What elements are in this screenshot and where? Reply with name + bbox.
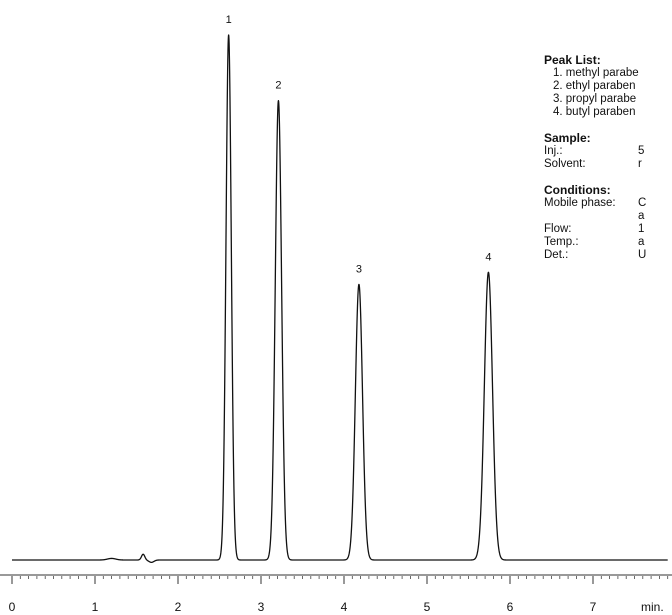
x-tick-label: 6: [507, 600, 514, 614]
peak-label: 4: [485, 251, 491, 263]
sample-title: Sample:: [544, 131, 591, 145]
sample-value: 5: [638, 145, 645, 157]
condition-row: a: [544, 210, 672, 223]
x-tick-label: 2: [175, 600, 182, 614]
condition-value: 1: [638, 223, 645, 235]
condition-key: Flow:: [544, 223, 572, 235]
condition-value: a: [638, 236, 645, 248]
condition-key: Det.:: [544, 249, 569, 261]
x-tick-label: 4: [341, 600, 348, 614]
peak-label: 2: [275, 80, 281, 92]
peak-list-item: 3. propyl parabe: [553, 93, 637, 105]
condition-value: a: [638, 210, 645, 222]
x-tick-label: 5: [424, 600, 431, 614]
trace-layer: [11, 34, 669, 564]
x-axis: 0 1 2 3 4 5 6 7 min.: [0, 574, 672, 614]
condition-row: Temp.: a: [544, 236, 672, 249]
condition-value: U: [638, 249, 647, 261]
info-panel: Peak List: 1. methyl parabe 2. ethyl par…: [544, 54, 672, 314]
peak-label: 3: [356, 263, 362, 275]
peak-labels: 1 2 3 4: [226, 14, 492, 275]
peak-list-item: 2. ethyl paraben: [553, 80, 636, 92]
x-tick-label: 1: [92, 600, 99, 614]
x-tick-label: 3: [258, 600, 265, 614]
peak-list-item: 1. methyl parabe: [553, 67, 639, 79]
chromatogram-trace: [11, 34, 669, 564]
peak-list: 1. methyl parabe 2. ethyl paraben 3. pro…: [544, 67, 672, 119]
sample-key: Solvent:: [544, 158, 586, 170]
peak-list-title: Peak List:: [544, 54, 601, 67]
sample-key: Inj.:: [544, 145, 563, 157]
x-axis-unit-label: min.: [641, 600, 664, 614]
condition-row: Det.: U: [544, 249, 672, 262]
conditions-title: Conditions:: [544, 183, 611, 197]
x-tick-label: 7: [590, 600, 597, 614]
condition-key: [544, 210, 638, 223]
sample-row: Inj.: 5: [544, 145, 672, 158]
peak-list-item: 4. butyl paraben: [553, 106, 636, 118]
sample-value: r: [638, 158, 642, 170]
sample-row: Solvent: r: [544, 158, 672, 171]
x-tick-label: 0: [9, 600, 16, 614]
condition-value: C: [638, 197, 647, 209]
condition-row: Mobile phase: C: [544, 197, 672, 210]
condition-key: Mobile phase:: [544, 197, 616, 209]
peak-label: 1: [226, 14, 232, 26]
condition-key: Temp.:: [544, 236, 579, 248]
condition-row: Flow: 1: [544, 223, 672, 236]
